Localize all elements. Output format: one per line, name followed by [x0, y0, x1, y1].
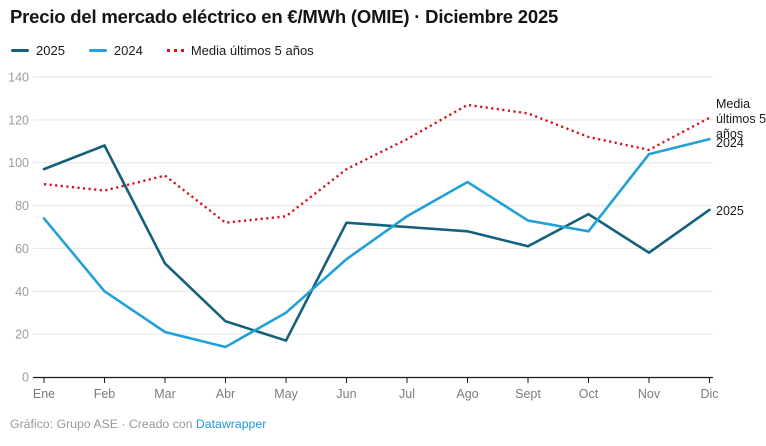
x-tick-label-Sept: Sept	[515, 387, 541, 401]
y-tick-label-140: 140	[8, 71, 29, 85]
line-swatch-2025-icon	[11, 48, 29, 52]
x-tick-label-Mar: Mar	[154, 387, 176, 401]
legend-item-2024: 2024	[88, 42, 143, 58]
x-tick-label-Dic: Dic	[700, 387, 718, 401]
chart-title: Precio del mercado eléctrico en €/MWh (O…	[10, 6, 559, 27]
y-tick-label-120: 120	[8, 113, 29, 127]
x-tick-label-Feb: Feb	[94, 387, 116, 401]
series-end-label-media: Media últimos 5 años	[716, 97, 766, 141]
attribution-text: Gráfico: Grupo ASE · Creado con	[10, 417, 193, 431]
y-tick-label-20: 20	[15, 328, 29, 342]
x-tick-label-Jun: Jun	[336, 387, 356, 401]
y-tick-label-100: 100	[8, 156, 29, 170]
chart-legend: 2025 2024 Media últimos 5 años	[11, 41, 314, 59]
line-swatch-2024-icon	[88, 48, 107, 52]
legend-label-media: Media últimos 5 años	[190, 42, 314, 58]
y-tick-label-60: 60	[15, 242, 29, 256]
series-end-label-2024: 2024	[716, 136, 744, 150]
legend-item-2025: 2025	[11, 43, 65, 58]
series-line-y2024	[42, 137, 711, 349]
series-line-media	[43, 103, 711, 224]
legend-label-2025: 2025	[36, 42, 65, 58]
y-tick-label-0: 0	[22, 371, 29, 385]
datawrapper-link[interactable]: Datawrapper	[195, 417, 267, 431]
x-tick-label-Ene: Ene	[33, 387, 55, 401]
series-end-label-2025: 2025	[716, 204, 744, 218]
attribution-footer: Gráfico: Grupo ASE · Creado con Datawrap…	[10, 417, 266, 431]
y-tick-label-80: 80	[15, 199, 29, 213]
legend-item-media: Media últimos 5 años	[166, 42, 314, 58]
series-line-y2025	[42, 143, 711, 343]
x-tick-label-Nov: Nov	[638, 387, 661, 401]
x-tick-label-Abr: Abr	[216, 387, 235, 401]
x-tick-label-May: May	[274, 387, 298, 401]
x-tick-label-Ago: Ago	[456, 387, 478, 401]
x-tick-label-Jul: Jul	[399, 387, 415, 401]
y-tick-label-40: 40	[15, 285, 29, 299]
x-tick-label-Oct: Oct	[579, 387, 599, 401]
legend-label-2024: 2024	[113, 42, 143, 58]
dotted-line-swatch-icon	[166, 48, 184, 52]
